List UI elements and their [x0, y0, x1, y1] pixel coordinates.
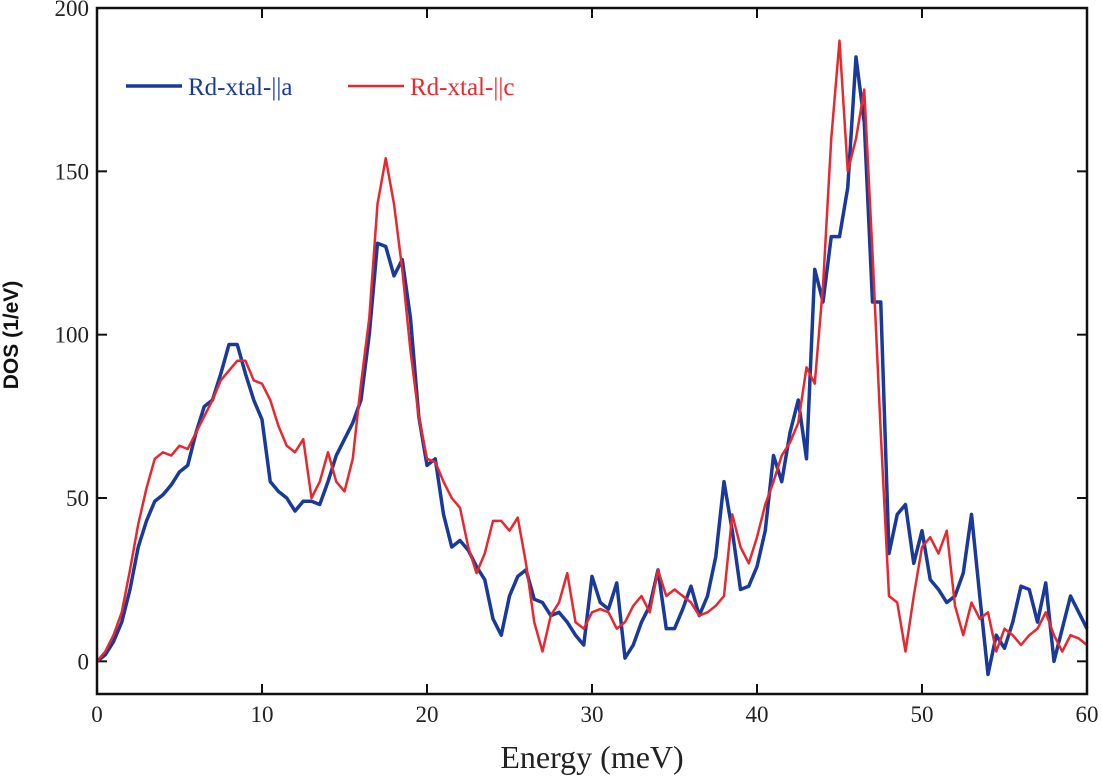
x-tick-label: 10 [251, 702, 274, 727]
data-line [95, 55, 1089, 677]
y-tick-label: 200 [55, 0, 90, 21]
y-tick-label: 50 [66, 486, 89, 511]
legend-label: Rd-xtal-||c [410, 74, 514, 101]
x-tick-label: 20 [416, 702, 439, 727]
y-tick-label: 100 [55, 323, 90, 348]
data-line [96, 39, 1088, 663]
plot-frame [95, 6, 1089, 696]
y-axis-label: DOS (1/eV) [0, 281, 23, 390]
x-axis-label: Energy (meV) [500, 739, 683, 775]
x-tick-label: 0 [91, 702, 103, 727]
x-tick-label: 50 [911, 702, 934, 727]
legend-label: Rd-xtal-||a [188, 74, 292, 101]
x-tick-label: 40 [746, 702, 769, 727]
x-tick-label: 60 [1076, 702, 1099, 727]
x-tick-label: 30 [581, 702, 604, 727]
y-tick-label: 150 [55, 159, 90, 184]
y-tick-label: 0 [78, 649, 90, 674]
